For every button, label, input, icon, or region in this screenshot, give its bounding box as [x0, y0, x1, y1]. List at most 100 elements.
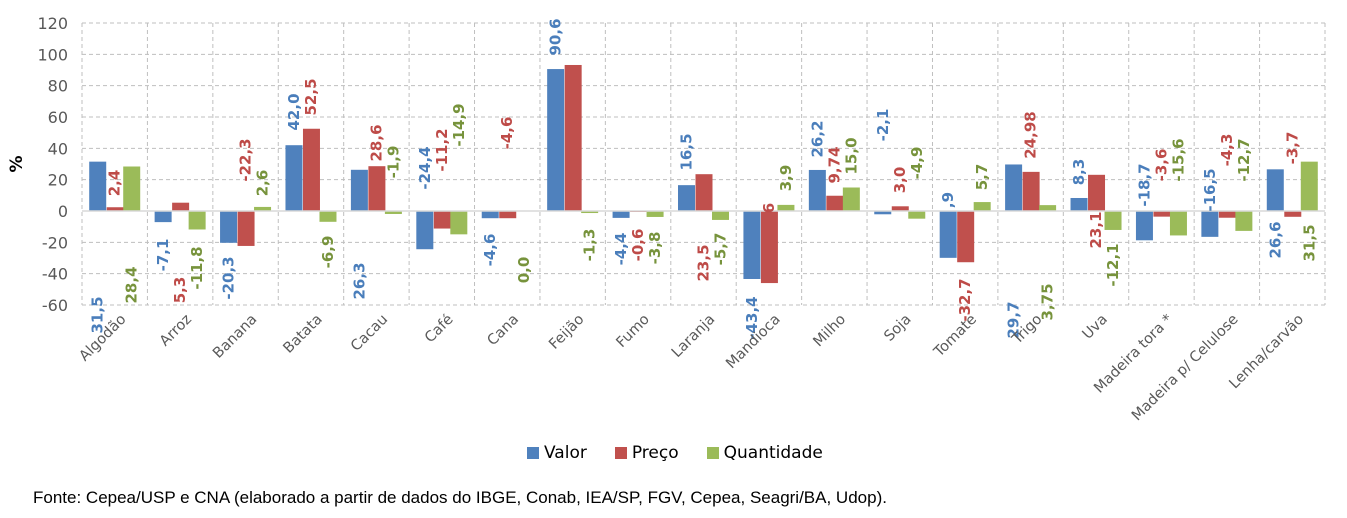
data-label-preo: 3,0: [891, 167, 909, 194]
data-label-valor: ,9: [939, 192, 957, 208]
data-label-quantidade: -5,7: [712, 233, 730, 266]
bar-preo: [826, 195, 844, 211]
gridlines: [81, 22, 1326, 306]
data-label-preo: 6: [760, 203, 778, 213]
data-label-preo: 2,4: [106, 170, 124, 197]
bar-preo: [1022, 171, 1040, 211]
data-label-quantidade: 31,5: [1300, 224, 1318, 261]
x-category-label: Arroz: [157, 312, 195, 350]
data-label-valor: -16,5: [1201, 168, 1219, 211]
data-label-quantidade: -1,3: [581, 229, 599, 262]
bar-valor: [154, 211, 172, 223]
source-note: Fonte: Cepea/USP e CNA (elaborado a part…: [33, 488, 887, 507]
bar-valor: [808, 169, 826, 211]
bar-quantidade: [1235, 211, 1253, 231]
data-label-quantidade: 0,0: [515, 257, 533, 284]
bar-preo: [1088, 174, 1106, 211]
data-label-quantidade: 5,7: [973, 164, 991, 191]
bar-chart: 120 100 80 60 40 20 0 -20 -40 -60 % 31,5 -7,1 -20,3…: [7, 14, 1326, 424]
x-category-label: Feijão: [546, 311, 587, 352]
bar-valor: [874, 211, 892, 215]
data-label-preo: -0,6: [629, 229, 647, 262]
bar-valor: [678, 185, 695, 211]
legend-label-valor: Valor: [544, 443, 587, 463]
bar-quantidade: [1104, 211, 1122, 230]
bar-quantidade: [1169, 211, 1187, 236]
bar-preo: [1284, 211, 1302, 217]
x-category-label: Soja: [881, 312, 914, 345]
data-label-valor: -24,4: [416, 146, 434, 189]
bars: [89, 64, 1318, 284]
bar-quantidade: [123, 166, 141, 211]
y-tick-label: -40: [42, 265, 68, 284]
bar-preo: [172, 202, 190, 211]
bar-preo: [237, 211, 255, 246]
y-tick-label: 120: [37, 14, 68, 33]
bar-preo: [433, 211, 451, 229]
data-label-quantidade: 15,0: [842, 137, 860, 174]
bar-quantidade: [712, 211, 729, 220]
legend-item-quantidade[interactable]: Quantidade: [706, 443, 823, 463]
bar-quantidade: [1039, 205, 1057, 211]
data-label-quantidade: 3,75: [1039, 283, 1057, 320]
data-label-valor: 26,3: [350, 262, 368, 299]
y-tick-label: 60: [48, 108, 68, 127]
data-label-quantidade: -12,1: [1104, 243, 1122, 286]
bar-preo: [499, 211, 517, 219]
bar-preo: [695, 174, 713, 211]
data-label-preo: -3,7: [1283, 132, 1301, 165]
y-tick-label: 0: [58, 202, 68, 221]
bar-preo: [106, 207, 124, 211]
data-label-preo: 23,5: [695, 244, 713, 281]
legend-item-preco[interactable]: Preço: [614, 443, 679, 463]
data-label-valor: -43,4: [743, 296, 761, 339]
bar-quantidade: [777, 204, 795, 211]
y-axis-title: %: [7, 155, 27, 172]
bar-preo: [564, 64, 582, 211]
bar-preo: [302, 128, 320, 211]
data-label-preo: 23,1: [1087, 211, 1105, 248]
bar-valor: [1135, 211, 1153, 241]
data-label-valor: 26,2: [808, 120, 826, 157]
bar-valor: [350, 169, 368, 211]
bar-valor: [1201, 211, 1219, 237]
data-label-valor: -7,1: [154, 239, 172, 272]
bar-quantidade: [908, 211, 926, 219]
data-label-preo: -4,3: [1218, 134, 1236, 167]
data-label-quantidade: -6,9: [319, 236, 337, 269]
data-label-quantidade: -3,8: [646, 232, 664, 265]
data-label-quantidade: -14,9: [450, 103, 468, 146]
bar-preo: [957, 211, 975, 263]
bar-valor: [416, 211, 434, 250]
data-label-preo: -3,6: [1152, 149, 1170, 182]
data-label-quantidade: 28,4: [123, 266, 141, 303]
legend-item-valor[interactable]: Valor: [527, 443, 587, 463]
x-category-label: Uva: [1080, 312, 1111, 343]
bar-preo: [368, 166, 386, 211]
y-tick-label: -60: [42, 296, 68, 315]
data-label-valor: 90,6: [547, 18, 565, 55]
data-label-quantidade: 3,9: [777, 165, 795, 192]
bar-valor: [1005, 164, 1023, 211]
y-tick-label: -20: [42, 233, 68, 252]
bar-quantidade: [450, 211, 468, 235]
x-axis-categories: Algodão Arroz Banana Batata Cacau Café Cana Fei…: [77, 311, 1308, 424]
bar-valor: [285, 145, 303, 211]
x-category-label: Café: [422, 311, 457, 346]
bar-valor: [743, 211, 761, 279]
data-label-preo: -11,2: [433, 128, 451, 171]
data-label-valor: -20,3: [220, 256, 238, 299]
data-label-valor: -4,4: [612, 233, 630, 266]
data-label-preo: -4,6: [498, 117, 516, 150]
bar-quantidade: [188, 211, 206, 230]
y-axis-ticks: 120 100 80 60 40 20 0 -20 -40 -60: [37, 14, 68, 315]
x-category-label: Cacau: [348, 312, 391, 355]
data-label-valor: -2,1: [874, 109, 892, 142]
y-tick-label: 40: [48, 139, 68, 158]
data-label-valor: 26,6: [1266, 221, 1284, 258]
data-label-preo: 52,5: [302, 78, 320, 115]
data-labels: 31,5 -7,1 -20,3 42,0 26,3 -24,4 -4,6 90,6 -4,4 16…: [89, 18, 1319, 339]
bar-quantidade: [581, 211, 599, 214]
bar-valor: [547, 69, 565, 211]
bar-quantidade: [384, 211, 402, 214]
